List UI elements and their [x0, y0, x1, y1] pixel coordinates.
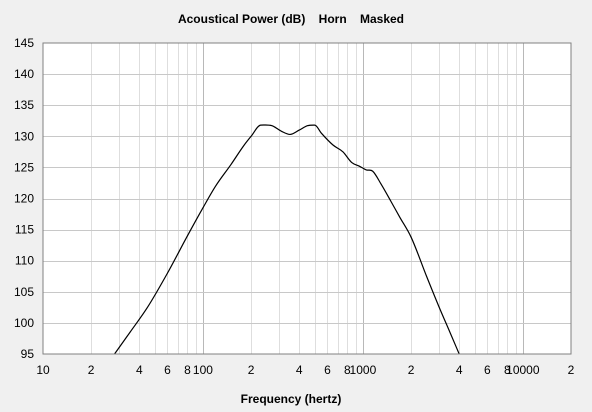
- y-tick-label: 105: [14, 285, 34, 299]
- chart-title: Acoustical Power (dB) Horn Masked: [178, 12, 404, 26]
- x-tick-label: 2: [88, 363, 95, 377]
- x-tick-label: 10000: [506, 363, 540, 377]
- x-tick-label: 2: [568, 363, 575, 377]
- grid: [43, 43, 571, 354]
- x-tick-label: 100: [193, 363, 213, 377]
- y-tick-label: 120: [14, 192, 34, 206]
- x-tick-label: 4: [456, 363, 463, 377]
- x-tick-label: 2: [408, 363, 415, 377]
- y-tick-label: 110: [15, 254, 34, 268]
- y-tick-label: 130: [14, 129, 34, 143]
- plot-border: [42, 42, 572, 355]
- x-tick-label: 4: [296, 363, 303, 377]
- y-tick-label: 115: [15, 223, 34, 237]
- x-tick-label: 6: [484, 363, 491, 377]
- y-tick-label: 100: [14, 316, 34, 330]
- x-tick-label: 8: [504, 363, 511, 377]
- x-tick-label: 10: [36, 363, 50, 377]
- x-axis-label: Frequency (hertz): [241, 392, 342, 406]
- y-tick-labels: 95 100 105 110 115 120 125 130 135 140 145: [14, 36, 34, 361]
- series-line: [114, 124, 460, 355]
- plot-area: [43, 43, 571, 354]
- x-tick-label: 6: [164, 363, 171, 377]
- y-tick-label: 125: [14, 160, 34, 174]
- x-tick-label: 4: [136, 363, 143, 377]
- y-tick-label: 95: [21, 347, 35, 361]
- x-tick-label: 2: [248, 363, 255, 377]
- x-tick-label: 8: [184, 363, 191, 377]
- x-tick-label: 1000: [350, 363, 377, 377]
- x-tick-label: 6: [324, 363, 331, 377]
- y-tick-label: 140: [14, 67, 34, 81]
- y-tick-label: 135: [14, 98, 34, 112]
- series-group: [114, 124, 460, 355]
- x-tick-label: 8: [344, 363, 351, 377]
- y-tick-label: 145: [14, 36, 34, 50]
